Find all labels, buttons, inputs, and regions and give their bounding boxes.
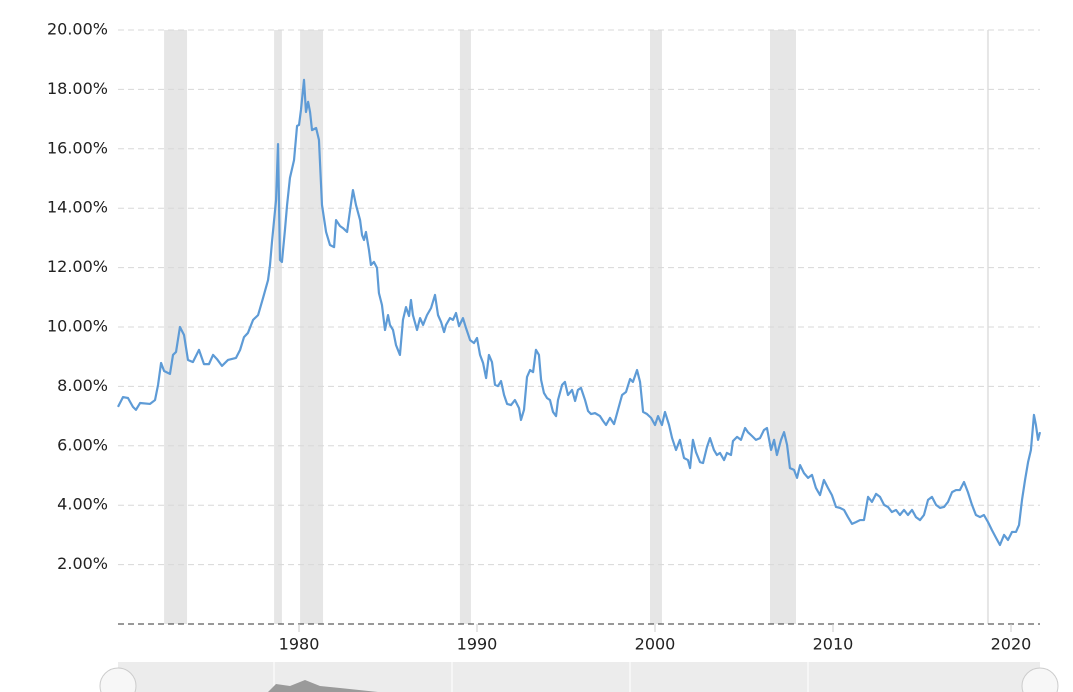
y-tick-label: 10.00% bbox=[47, 317, 108, 336]
y-tick-label: 2.00% bbox=[57, 554, 108, 573]
y-tick-label: 6.00% bbox=[57, 435, 108, 454]
x-tick-label: 1990 bbox=[457, 635, 498, 654]
navigator-silhouette bbox=[268, 680, 378, 692]
y-tick-label: 20.00% bbox=[47, 20, 108, 39]
y-tick-label: 4.00% bbox=[57, 495, 108, 514]
navigator-handle-left[interactable] bbox=[99, 667, 137, 692]
navigator-background bbox=[118, 662, 1040, 692]
recession-bands bbox=[164, 30, 989, 624]
y-tick-label: 18.00% bbox=[47, 79, 108, 98]
x-tick-label: 1980 bbox=[279, 635, 320, 654]
recession-band bbox=[650, 30, 662, 624]
x-tick-label: 2020 bbox=[991, 635, 1032, 654]
data-line bbox=[117, 78, 1042, 547]
plot bbox=[117, 78, 1042, 547]
y-tick-label: 12.00% bbox=[47, 257, 108, 276]
x-tick-label: 2010 bbox=[813, 635, 854, 654]
y-tick-label: 16.00% bbox=[47, 138, 108, 157]
navigator-handle-right[interactable] bbox=[1021, 667, 1059, 692]
grid: 2.00% 4.00% 6.00% 8.00% 10.00% 12.00% 14.00% 16… bbox=[47, 20, 1040, 654]
y-tick-label: 8.00% bbox=[57, 376, 108, 395]
recession-band bbox=[164, 30, 188, 624]
y-tick-label: 14.00% bbox=[47, 198, 108, 217]
x-tick-label: 2000 bbox=[635, 635, 676, 654]
navigator bbox=[99, 662, 1059, 692]
recession-band bbox=[986, 30, 989, 624]
